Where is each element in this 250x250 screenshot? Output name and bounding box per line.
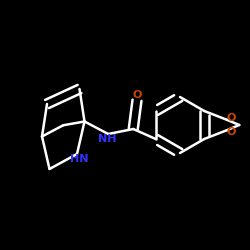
- Text: HN: HN: [70, 154, 89, 164]
- Text: O: O: [226, 127, 236, 137]
- Text: O: O: [132, 90, 142, 100]
- Text: NH: NH: [98, 134, 116, 143]
- Text: O: O: [226, 113, 236, 123]
